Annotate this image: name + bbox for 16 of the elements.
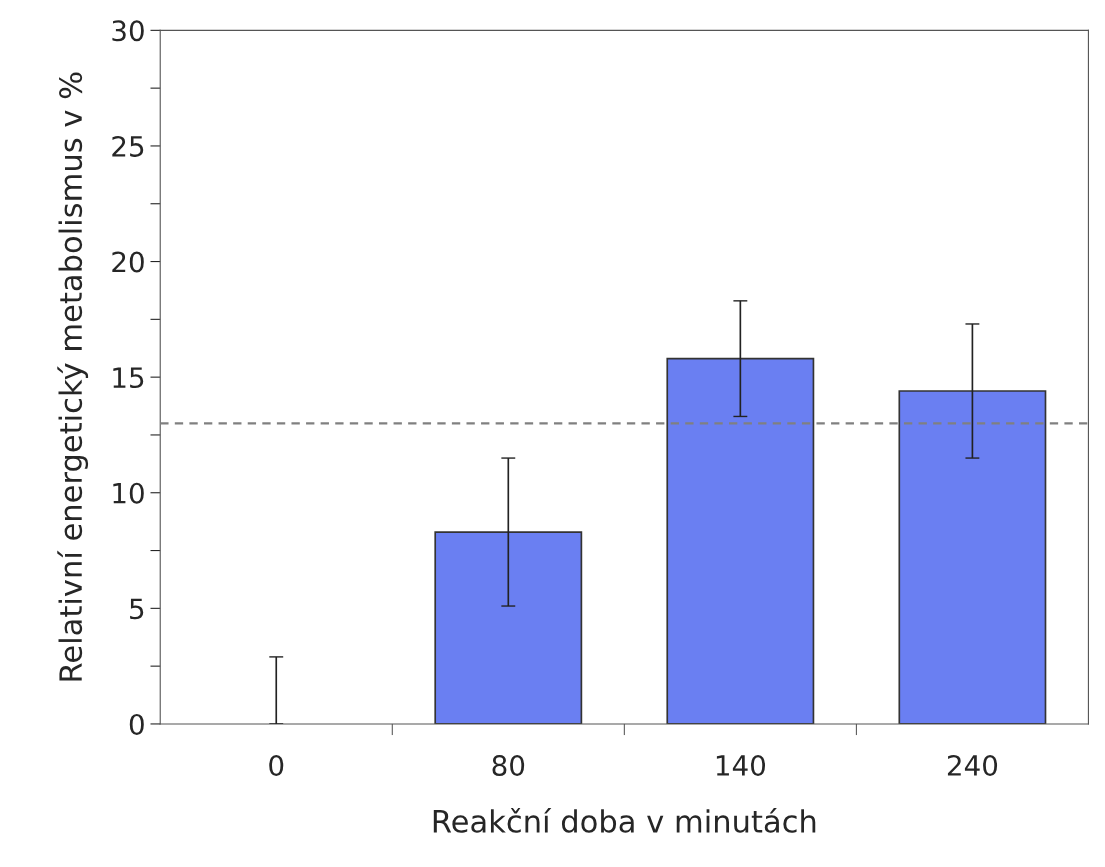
- x-tick-label: 0: [269, 754, 284, 776]
- y-tick-label: 30: [112, 20, 144, 42]
- y-tick-label: 20: [112, 251, 144, 273]
- y-tick-label: 25: [112, 135, 144, 157]
- y-tick-label: 0: [129, 713, 144, 735]
- bar: [898, 390, 1047, 724]
- x-tick-label: 140: [716, 754, 766, 776]
- y-tick-label: 15: [113, 367, 144, 389]
- x-tick-label: 80: [492, 754, 525, 776]
- y-tick-label: 10: [113, 482, 144, 504]
- x-axis-title: Reakční doba v minutách: [433, 807, 816, 833]
- y-axis-title: Relativní energetický metabolismus v %: [57, 72, 89, 681]
- y-tick-label: 5: [130, 598, 144, 620]
- bar: [666, 357, 815, 724]
- bar: [434, 531, 583, 724]
- x-tick-label: 240: [947, 754, 998, 776]
